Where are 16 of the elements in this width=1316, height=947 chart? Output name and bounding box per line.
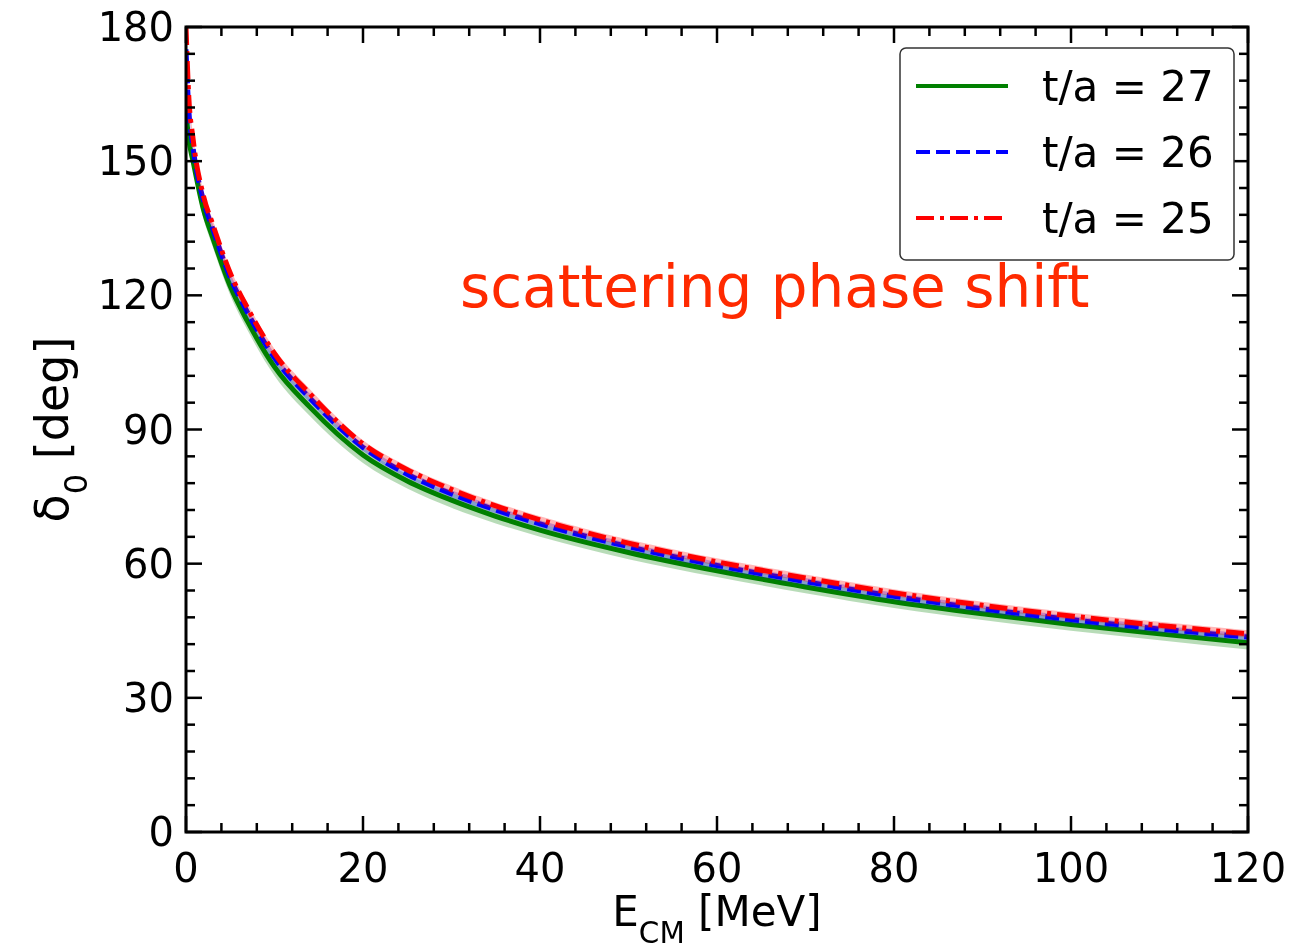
legend-label: t/a = 27 [1042,62,1214,111]
x-tick-label: 100 [1032,845,1110,891]
y-tick-label: 120 [97,272,174,319]
y-tick-label: 150 [97,138,174,185]
y-tick-label: 30 [123,674,174,721]
legend-label: t/a = 25 [1042,194,1214,243]
x-tick-label: 40 [514,845,566,891]
annotation: scattering phase shift [460,253,1090,321]
legend-label: t/a = 26 [1042,128,1214,177]
y-tick-label: 180 [97,4,174,50]
x-tick-label: 80 [868,845,920,891]
y-tick-label: 60 [123,540,174,587]
x-tick-label: 120 [1209,845,1287,891]
y-tick-label: 90 [123,406,174,453]
x-tick-label: 20 [337,845,389,891]
y-tick-label: 0 [148,809,174,855]
